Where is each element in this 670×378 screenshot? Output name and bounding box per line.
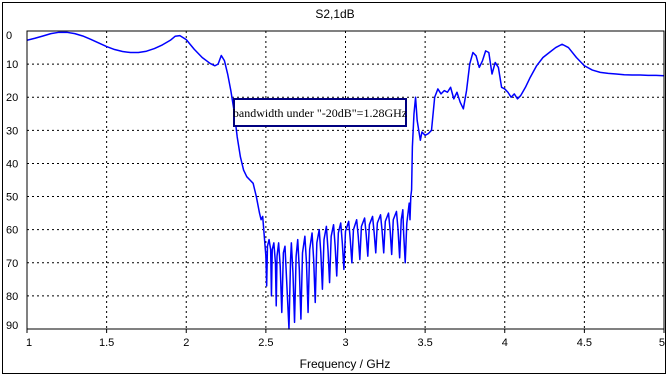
annotation-box <box>233 98 407 127</box>
x-axis-ticks: 1 1.5 2 2.5 3 3.5 4 4.5 5 <box>26 329 665 349</box>
plot-area-border <box>26 30 665 330</box>
y-tick-label: 90 <box>6 320 18 332</box>
y-axis-ticks: 0 10 20 30 40 50 60 70 80 90 <box>6 30 18 332</box>
grid-lines <box>27 31 664 329</box>
chart-frame: S2,1dB 1 1.5 2 2.5 3 3.5 4 4.5 5 0 10 20 30 40 50 60 70… <box>2 2 666 374</box>
y-tick-label: 0 <box>6 30 12 42</box>
annotation: bandwidth under "-20dB"=1.28GHz <box>233 98 407 127</box>
x-tick-label: 1 <box>26 337 32 349</box>
y-tick-label: 60 <box>6 225 18 237</box>
x-tick-label: 3 <box>342 337 348 349</box>
chart-title: S2,1dB <box>315 7 354 21</box>
y-tick-label: 30 <box>6 125 18 137</box>
y-tick-label: 40 <box>6 158 18 170</box>
y-tick-label: 20 <box>6 92 18 104</box>
y-tick-label: 70 <box>6 258 18 270</box>
x-axis-label: Frequency / GHz <box>300 357 391 371</box>
x-tick-label: 3.5 <box>417 337 432 349</box>
x-tick-label: 1.5 <box>99 337 114 349</box>
x-tick-label: 5 <box>659 337 665 349</box>
x-tick-label: 2.5 <box>258 337 273 349</box>
chart-svg: S2,1dB 1 1.5 2 2.5 3 3.5 4 4.5 5 0 10 20 30 40 50 60 70… <box>6 7 665 371</box>
y-tick-label: 50 <box>6 192 18 204</box>
y-tick-label: 10 <box>6 59 18 71</box>
y-tick-label: 80 <box>6 291 18 303</box>
annotation-text: bandwidth under "-20dB"=1.28GHz <box>233 106 407 120</box>
x-tick-label: 4.5 <box>577 337 592 349</box>
x-tick-label: 2 <box>183 337 189 349</box>
x-tick-label: 4 <box>502 337 508 349</box>
